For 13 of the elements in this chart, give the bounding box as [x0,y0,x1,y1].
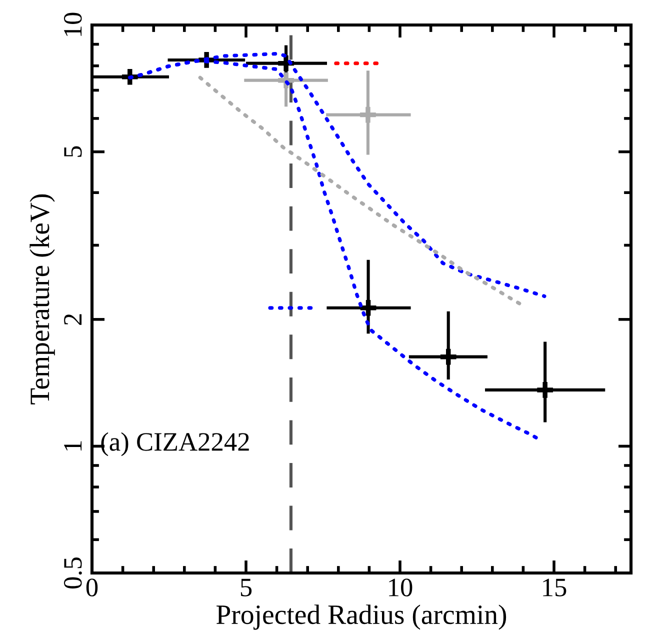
y-tick-label: 5 [64,146,82,157]
line-series [198,76,523,306]
x-tick-label: 10 [389,578,412,596]
x-tick-label: 5 [240,578,252,596]
x-tick-label: 15 [543,578,566,596]
y-tick-label: 1 [64,441,82,450]
y-tick-label: 0.5 [64,558,82,588]
x-axis-title: Projected Radius (arcmin) [216,604,506,630]
x-tick-label: 0 [86,578,98,596]
y-tick-label: 2 [64,314,82,325]
y-tick-label: 10 [64,12,82,36]
annotation: (a) CIZA2242 [101,432,249,456]
y-axis-title: Temperature (keV) [30,194,55,404]
